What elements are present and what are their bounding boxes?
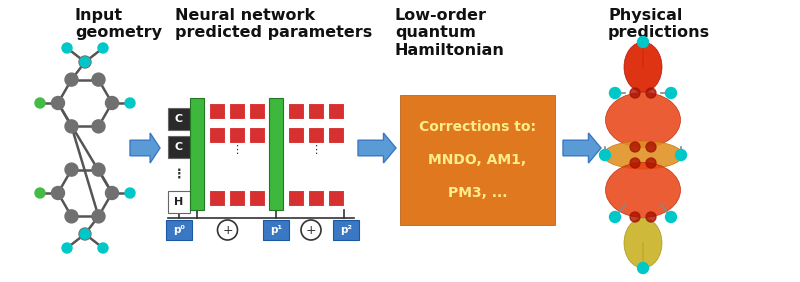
Ellipse shape [606,162,681,217]
Circle shape [35,98,45,108]
Bar [209,127,225,143]
Bar [168,191,190,213]
Bar [269,98,283,210]
Circle shape [106,96,118,109]
Circle shape [51,96,65,109]
Circle shape [646,212,656,222]
Circle shape [98,243,108,253]
Bar [166,220,192,240]
Text: p²: p² [340,225,352,235]
Bar [288,103,304,119]
Circle shape [106,186,118,199]
Bar [308,103,324,119]
Text: ⋮: ⋮ [310,145,322,155]
Text: p¹: p¹ [270,225,282,235]
Circle shape [62,43,72,53]
FancyBboxPatch shape [400,95,555,225]
Bar [229,103,245,119]
Circle shape [675,149,686,160]
Circle shape [80,57,90,67]
Circle shape [666,212,677,222]
Bar [328,103,344,119]
Circle shape [79,228,91,240]
Ellipse shape [624,42,662,92]
Circle shape [92,120,105,133]
Circle shape [646,142,656,152]
Bar [263,220,289,240]
Text: Physical
predictions: Physical predictions [608,8,710,40]
Circle shape [92,73,105,86]
Bar [229,127,245,143]
Bar [308,127,324,143]
Text: p⁰: p⁰ [173,225,185,235]
Text: ⋮: ⋮ [173,168,186,180]
Text: +: + [306,224,316,237]
Circle shape [79,56,91,68]
Ellipse shape [606,92,681,147]
Bar [288,127,304,143]
Polygon shape [563,133,601,163]
Bar [168,136,190,158]
Circle shape [599,149,610,160]
Circle shape [65,120,78,133]
Bar [249,190,265,206]
Circle shape [80,229,90,239]
Text: ⋮: ⋮ [231,145,242,155]
Circle shape [630,88,640,98]
Circle shape [630,142,640,152]
Text: Neural network
predicted parameters: Neural network predicted parameters [175,8,372,40]
Bar [333,220,359,240]
Circle shape [638,263,649,274]
Circle shape [301,220,321,240]
Circle shape [35,188,45,198]
Text: C: C [175,142,183,152]
Text: Input
geometry: Input geometry [75,8,162,40]
Bar [229,190,245,206]
Circle shape [638,36,649,47]
Ellipse shape [603,141,683,169]
Circle shape [51,186,65,199]
Circle shape [610,87,621,98]
Text: H: H [174,197,184,207]
Ellipse shape [624,218,662,268]
Bar [328,127,344,143]
Bar [190,98,204,210]
Circle shape [218,220,238,240]
Bar [249,103,265,119]
Bar [328,190,344,206]
Circle shape [65,73,78,86]
Text: Corrections to:: Corrections to: [419,120,536,134]
Circle shape [630,212,640,222]
Circle shape [666,87,677,98]
Bar [168,108,190,130]
Text: PM3, ...: PM3, ... [448,186,507,200]
Circle shape [65,163,78,176]
Bar [209,190,225,206]
Polygon shape [130,133,160,163]
Circle shape [62,243,72,253]
Circle shape [125,188,135,198]
Circle shape [92,210,105,223]
Polygon shape [358,133,396,163]
Text: C: C [175,114,183,124]
Circle shape [92,163,105,176]
Circle shape [98,43,108,53]
Circle shape [125,98,135,108]
Circle shape [610,212,621,222]
Circle shape [646,158,656,168]
Bar [288,190,304,206]
Text: Low-order
quantum
Hamiltonian: Low-order quantum Hamiltonian [395,8,505,58]
Circle shape [65,210,78,223]
Circle shape [630,158,640,168]
Text: +: + [222,224,233,237]
Bar [209,103,225,119]
Bar [308,190,324,206]
Text: MNDO, AM1,: MNDO, AM1, [429,153,526,167]
Bar [249,127,265,143]
Circle shape [646,88,656,98]
